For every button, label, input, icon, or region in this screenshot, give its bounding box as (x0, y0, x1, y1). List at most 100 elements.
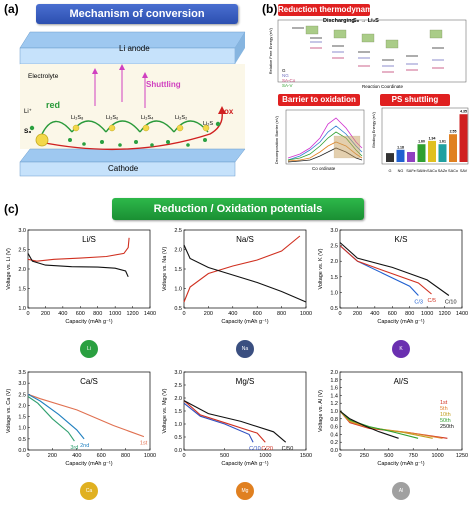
x-tick-label: 400 (58, 311, 67, 317)
ps-value-label: 4.35 (460, 110, 467, 114)
series-line (183, 400, 287, 443)
panel-a-letter: (a) (4, 2, 19, 16)
ps-binding-bar-chart: G NG 1.18 SAFe SAMn 1.60 SACu 1.94 SAZn 1.61 SACo 2… (381, 107, 469, 173)
x-tick-label: 1000 (421, 311, 433, 317)
x-tick-label: 1250 (456, 453, 468, 459)
ps-value-label: 2.55 (450, 130, 457, 134)
x-tick-label: 200 (48, 453, 57, 459)
x-tick-label: 250 (360, 453, 369, 459)
x-tick-label: 200 (204, 311, 213, 317)
thermo-legend-saco: SA-Co (282, 78, 296, 83)
series-line (27, 393, 145, 438)
voltage-chart-mg-s: 0 500 1000 1500 0.0 0.5 1.0 1.5 2.0 2.5 3.0 Capacit… (162, 370, 312, 467)
y-tick-label: 0.5 (330, 306, 338, 312)
x-axis-label: Capacity (mAh g⁻¹) (221, 461, 268, 467)
x-tick-label: 0 (338, 453, 341, 459)
ps-ylabel: Binding Energy (eV) (371, 112, 376, 148)
y-tick-label: 1.8 (330, 378, 338, 384)
x-tick-label: 800 (121, 453, 130, 459)
x-axis-label: Capacity (mAh g⁻¹) (65, 319, 112, 325)
ps-x-tick: SAFe (406, 169, 416, 173)
y-axis-label: Voltage vs. Ca (V) (6, 389, 12, 433)
series-label: 1st (140, 441, 148, 447)
y-axis-label: Voltage vs. Mg (V) (162, 388, 168, 433)
series-label: 1st (440, 400, 448, 406)
species-label-4: Li₂S₂ (175, 115, 188, 121)
x-tick-label: 200 (353, 311, 362, 317)
x-axis-label: Capacity (mAh g⁻¹) (377, 319, 424, 325)
y-tick-label: 2.0 (18, 403, 26, 409)
x-tick-label: 500 (384, 453, 393, 459)
chart-title: Li/S (82, 235, 96, 244)
x-tick-label: 1000 (144, 453, 156, 459)
chart-title: K/S (395, 235, 408, 244)
series-line (183, 235, 301, 303)
x-tick-label: 1400 (144, 311, 156, 317)
y-tick-label: 2.0 (330, 259, 338, 265)
ps-bar (396, 149, 405, 162)
barrier-ylabel: Decomposition Barrier (eV) (274, 116, 279, 165)
ps-bar (438, 144, 447, 162)
y-tick-label: 3.0 (18, 381, 26, 387)
ps-value-label: 1.61 (439, 140, 446, 144)
chart-title: Al/S (394, 377, 409, 386)
series-label: C/20 (261, 446, 273, 452)
barrier-title: Barrier to oxidation (278, 94, 360, 106)
y-tick-label: 0.8 (330, 417, 338, 423)
y-axis-label: Voltage vs. K (V) (318, 248, 324, 289)
y-tick-label: 0.5 (18, 437, 26, 443)
series-line (183, 402, 254, 443)
y-tick-label: 0.4 (330, 432, 338, 438)
ps-bar (386, 153, 394, 162)
ps-title: PS shuttling (380, 94, 450, 106)
x-tick-label: 800 (405, 311, 414, 317)
y-tick-label: 0.0 (18, 448, 26, 454)
y-tick-label: 0.0 (330, 448, 338, 454)
y-tick-label: 1.0 (174, 287, 182, 293)
series-label: 3rd (70, 445, 78, 451)
y-tick-label: 3.0 (174, 370, 182, 376)
chart-title: Mg/S (236, 377, 255, 386)
plot-frame (27, 229, 151, 309)
y-tick-label: 2.0 (174, 396, 182, 402)
voltage-chart-li-s: 0 200 400 600 800 1000 1200 1400 1.0 1.5 2.0 2.5 3.0… (6, 228, 156, 325)
panel-b-letter: (b) (262, 2, 278, 16)
barrier-xlabel: Co ordinate (312, 166, 336, 171)
x-tick-label: 0 (338, 311, 341, 317)
series-line (183, 400, 266, 443)
y-tick-label: 2.0 (174, 248, 182, 254)
thermo-xlabel: Reaction Coordinate (362, 84, 404, 89)
y-tick-label: 1.0 (174, 422, 182, 428)
y-tick-label: 1.5 (18, 415, 26, 421)
species-label-3: Li₂S₄ (141, 115, 154, 121)
ps-value-label: 1.94 (429, 136, 436, 140)
y-tick-label: 2.5 (330, 244, 338, 250)
x-tick-label: 800 (93, 311, 102, 317)
species-label-1: Li₂S₈ (71, 115, 84, 121)
ps-x-tick: SAZn (438, 169, 448, 173)
x-axis-label: Capacity (mAh g⁻¹) (65, 461, 112, 467)
x-tick-label: 800 (277, 311, 286, 317)
y-tick-label: 0.5 (174, 435, 182, 441)
element-badge: Mg (236, 482, 254, 500)
series-line (27, 396, 75, 442)
series-line (339, 410, 419, 439)
series-label: C/10 (249, 446, 261, 452)
y-tick-label: 1.0 (18, 426, 26, 432)
discharging-label: Discharging (323, 18, 355, 24)
ps-bar (417, 144, 426, 162)
thermo-energy-diagram (277, 19, 467, 83)
voltage-chart-k-s: 0 200 400 600 800 1000 1200 1400 0.5 1.0 1.5 2.0 2.5… (318, 228, 468, 325)
series-line (27, 237, 130, 262)
x-tick-label: 1000 (259, 453, 271, 459)
li-plus-label: Li⁺ (24, 109, 32, 115)
x-tick-label: 1400 (456, 311, 468, 317)
y-tick-label: 1.6 (330, 386, 338, 392)
element-badge: Al (392, 482, 410, 500)
element-badge: K (392, 340, 410, 358)
y-tick-label: 3.0 (18, 228, 26, 234)
series-label: C/50 (282, 446, 294, 452)
x-tick-label: 0 (182, 453, 185, 459)
s8-label: S₈ (24, 128, 32, 135)
panel-c-letter: (c) (4, 202, 19, 216)
